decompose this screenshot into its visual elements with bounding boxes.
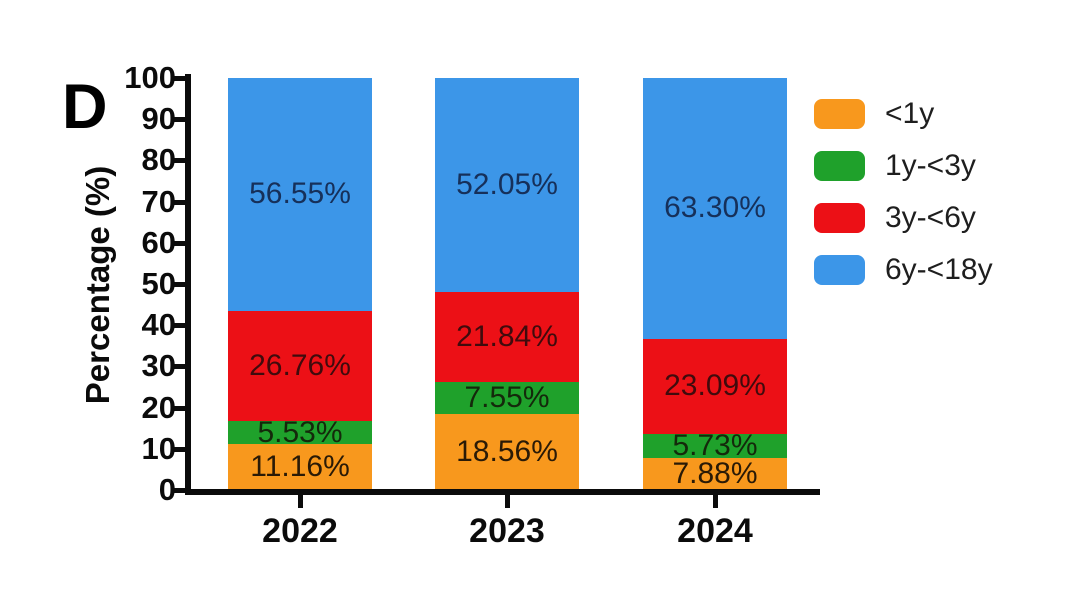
legend-swatch xyxy=(814,255,865,285)
bar-value-label: 23.09% xyxy=(664,369,766,403)
bar-segment-2023-3y-<6y: 21.84% xyxy=(435,292,579,383)
y-axis-tick xyxy=(172,76,185,81)
bar-segment-2024-6y-<18y: 63.30% xyxy=(643,78,787,339)
y-axis-tick xyxy=(172,282,185,287)
bar-segment-2023-<1y: 18.56% xyxy=(435,413,579,490)
bar-value-label: 18.56% xyxy=(456,434,558,468)
bar-value-label: 63.30% xyxy=(664,191,766,225)
y-axis-tick-label: 80 xyxy=(141,142,176,178)
y-axis-tick xyxy=(172,158,185,164)
y-axis-tick xyxy=(172,240,185,246)
x-axis-tick-label: 2024 xyxy=(677,512,753,550)
y-axis-tick xyxy=(172,117,185,123)
legend-label: 3y-<6y xyxy=(885,201,976,234)
y-axis-tick-label: 0 xyxy=(158,472,176,507)
legend-item: 6y-<18y xyxy=(814,253,993,286)
legend-label: 1y-<3y xyxy=(885,149,976,182)
y-axis-tick-label: 100 xyxy=(124,60,176,95)
bar-value-label: 26.76% xyxy=(249,349,351,383)
x-axis-tick xyxy=(712,495,718,508)
bar-segment-2022-1y-<3y: 5.53% xyxy=(228,417,372,447)
y-axis-tick-label: 60 xyxy=(141,224,176,260)
legend-swatch xyxy=(814,151,865,181)
bar-value-label: 7.88% xyxy=(672,456,758,490)
y-axis-tick xyxy=(172,488,185,493)
bar-segment-2024-1y-<3y: 5.73% xyxy=(643,428,787,462)
legend-label: <1y xyxy=(885,97,935,130)
y-axis-line xyxy=(185,74,191,495)
y-axis-tick-label: 10 xyxy=(141,430,176,466)
bar-segment-2022-6y-<18y: 56.55% xyxy=(228,78,372,311)
x-axis-tick-label: 2023 xyxy=(469,512,545,550)
y-axis-tick-label: 50 xyxy=(141,266,176,301)
panel-label: D xyxy=(62,72,108,142)
legend-item: <1y xyxy=(814,97,993,130)
x-axis-tick xyxy=(297,495,303,508)
legend-swatch xyxy=(814,99,865,129)
bar-segment-2022-<1y: 11.16% xyxy=(228,444,372,490)
y-axis-tick xyxy=(172,405,185,411)
y-axis-tick-label: 70 xyxy=(141,183,176,219)
legend-swatch xyxy=(814,203,865,233)
bar-value-label: 11.16% xyxy=(250,450,350,483)
bar-segment-2023-6y-<18y: 52.05% xyxy=(435,78,579,293)
x-axis-tick-label: 2022 xyxy=(262,512,338,550)
bar-value-label: 56.55% xyxy=(249,177,351,211)
legend-item: 1y-<3y xyxy=(814,149,993,182)
bar-value-label: 21.84% xyxy=(456,320,558,354)
bar-value-label: 52.05% xyxy=(456,168,558,202)
legend: <1y 1y-<3y 3y-<6y 6y-<18y xyxy=(814,97,993,307)
y-axis-tick-label: 40 xyxy=(141,307,176,343)
bar-value-label: 5.73% xyxy=(672,428,758,462)
y-axis-tick-label: 20 xyxy=(141,389,176,425)
bar-value-label: 5.53% xyxy=(257,415,343,449)
bar-segment-2023-1y-<3y: 7.55% xyxy=(435,380,579,414)
y-axis-tick xyxy=(172,323,185,329)
legend-item: 3y-<6y xyxy=(814,201,993,234)
bar-segment-2024-<1y: 7.88% xyxy=(643,456,787,490)
x-axis-line xyxy=(185,489,820,495)
legend-label: 6y-<18y xyxy=(885,253,993,286)
bar-segment-2024-3y-<6y: 23.09% xyxy=(643,338,787,434)
y-axis-tick-label: 90 xyxy=(141,101,176,137)
x-axis-tick xyxy=(504,495,510,508)
y-axis-tick-label: 30 xyxy=(141,348,176,384)
bar-segment-2022-3y-<6y: 26.76% xyxy=(228,310,372,422)
y-axis-tick xyxy=(172,199,185,205)
y-axis-tick xyxy=(172,364,185,370)
y-axis-tick xyxy=(172,446,185,452)
bar-value-label: 7.55% xyxy=(464,380,550,414)
